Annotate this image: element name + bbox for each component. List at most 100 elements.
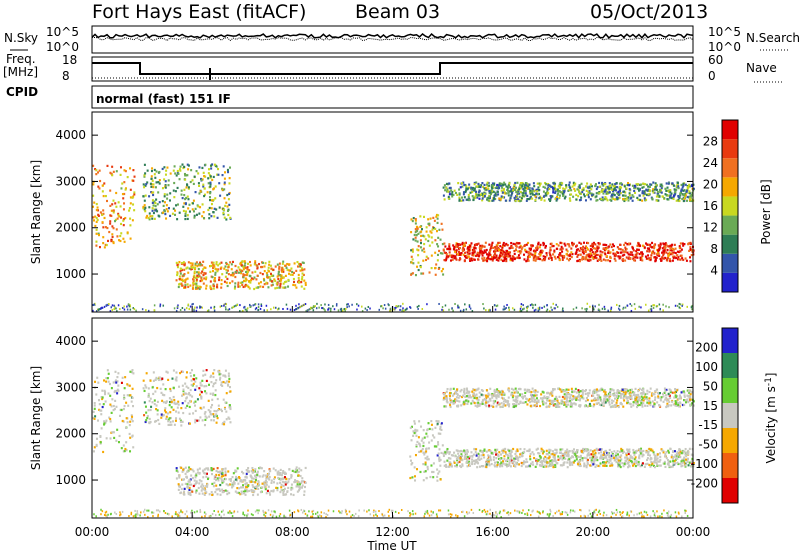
data-cell bbox=[270, 489, 273, 493]
data-cell bbox=[212, 385, 215, 388]
data-cell bbox=[585, 448, 588, 451]
data-cell bbox=[446, 451, 449, 454]
data-cell bbox=[416, 227, 419, 230]
data-cell bbox=[157, 191, 160, 194]
data-cell bbox=[525, 250, 528, 254]
data-cell bbox=[142, 183, 145, 186]
data-cell bbox=[679, 452, 682, 455]
data-cell bbox=[580, 242, 583, 245]
data-cell bbox=[208, 415, 211, 418]
data-cell bbox=[181, 384, 184, 387]
data-cell bbox=[668, 258, 671, 261]
data-cell bbox=[161, 393, 164, 396]
data-cell bbox=[441, 444, 444, 447]
data-cell bbox=[556, 198, 559, 201]
data-cell bbox=[668, 194, 671, 197]
data-cell bbox=[642, 182, 645, 185]
data-cell bbox=[101, 389, 104, 392]
data-cell bbox=[125, 449, 128, 452]
data-cell bbox=[623, 190, 626, 193]
ground-scatter-cell bbox=[337, 309, 340, 312]
data-cell bbox=[109, 437, 112, 440]
data-cell bbox=[234, 264, 237, 268]
data-cell bbox=[544, 186, 547, 189]
data-cell bbox=[482, 259, 485, 262]
data-cell bbox=[229, 479, 232, 482]
data-cell bbox=[414, 218, 417, 221]
data-cell bbox=[636, 187, 639, 190]
data-cell bbox=[478, 465, 481, 468]
data-cell bbox=[560, 241, 563, 245]
data-cell bbox=[461, 196, 464, 199]
data-cell bbox=[271, 283, 274, 286]
data-cell bbox=[94, 215, 97, 218]
data-cell bbox=[159, 387, 162, 390]
data-cell bbox=[583, 462, 586, 465]
data-cell bbox=[122, 219, 125, 222]
data-cell bbox=[418, 450, 421, 454]
data-cell bbox=[282, 471, 285, 474]
data-cell bbox=[108, 382, 111, 386]
data-cell bbox=[207, 408, 210, 412]
data-cell bbox=[244, 490, 247, 493]
data-cell bbox=[211, 269, 214, 273]
data-cell bbox=[423, 250, 426, 253]
data-cell bbox=[225, 392, 228, 395]
data-cell bbox=[526, 183, 529, 186]
data-cell bbox=[685, 259, 688, 262]
data-cell bbox=[279, 273, 282, 277]
data-cell bbox=[174, 190, 177, 193]
data-cell bbox=[443, 460, 446, 463]
data-cell bbox=[228, 417, 231, 420]
data-cell bbox=[270, 280, 273, 283]
data-cell bbox=[427, 447, 430, 450]
data-cell bbox=[162, 383, 165, 386]
data-cell bbox=[96, 376, 99, 379]
data-cell bbox=[203, 266, 206, 269]
ground-scatter-cell bbox=[638, 305, 640, 308]
data-cell bbox=[647, 243, 650, 247]
data-cell bbox=[676, 254, 679, 257]
data-cell bbox=[676, 451, 679, 454]
data-cell bbox=[460, 251, 463, 255]
data-cell bbox=[656, 192, 659, 195]
data-cell bbox=[99, 442, 102, 445]
ground-scatter-cell bbox=[340, 307, 343, 310]
data-cell bbox=[200, 391, 203, 394]
data-cell bbox=[103, 379, 106, 382]
data-cell bbox=[452, 254, 455, 257]
data-cell bbox=[476, 193, 479, 196]
data-cell bbox=[171, 377, 174, 380]
data-cell bbox=[463, 196, 466, 199]
data-cell bbox=[241, 283, 244, 287]
ground-scatter-cell bbox=[111, 309, 114, 312]
data-cell bbox=[499, 198, 502, 201]
data-cell bbox=[224, 474, 227, 477]
data-cell bbox=[533, 185, 536, 188]
data-cell bbox=[422, 444, 425, 448]
data-cell bbox=[537, 243, 540, 246]
ground-scatter-cell bbox=[659, 307, 661, 310]
data-cell bbox=[502, 255, 505, 259]
data-cell bbox=[500, 189, 503, 192]
data-cell bbox=[487, 460, 490, 463]
data-cell bbox=[151, 401, 154, 404]
data-cell bbox=[427, 218, 430, 221]
data-cell bbox=[641, 186, 644, 189]
data-cell bbox=[223, 177, 226, 180]
data-cell bbox=[438, 448, 441, 451]
data-cell bbox=[557, 455, 560, 458]
data-cell bbox=[525, 199, 528, 202]
data-cell bbox=[150, 175, 153, 178]
data-cell bbox=[477, 462, 480, 465]
data-cell bbox=[680, 183, 683, 187]
data-cell bbox=[510, 241, 513, 245]
data-cell bbox=[560, 245, 563, 248]
data-cell bbox=[563, 242, 566, 245]
data-cell bbox=[569, 463, 572, 467]
data-cell bbox=[681, 257, 684, 260]
data-cell bbox=[481, 257, 484, 260]
data-cell bbox=[496, 243, 499, 246]
data-cell bbox=[224, 467, 227, 470]
data-cell bbox=[229, 261, 232, 264]
